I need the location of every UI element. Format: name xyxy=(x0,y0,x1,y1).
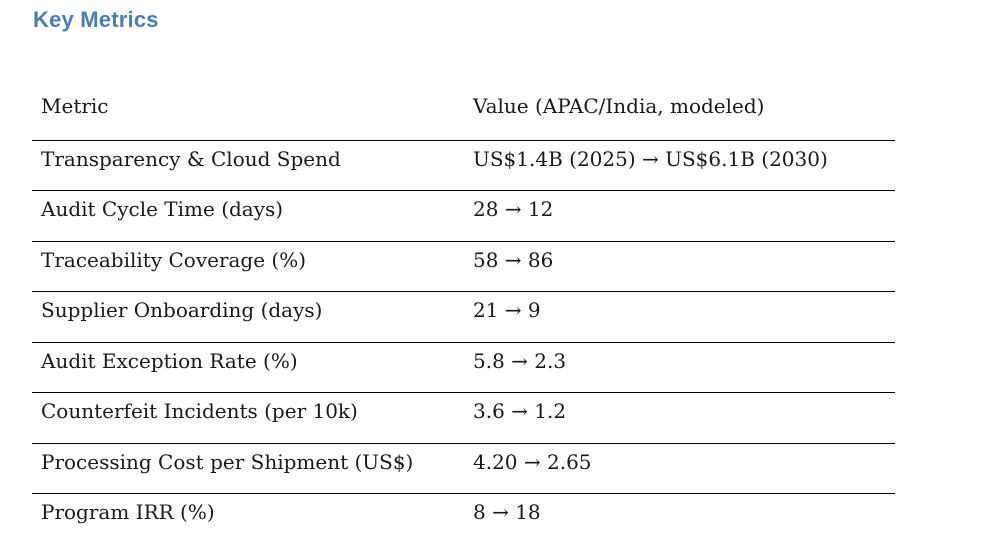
table-row: Counterfeit Incidents (per 10k) 3.6 → 1.2 xyxy=(32,392,895,443)
table-row: Audit Exception Rate (%) 5.8 → 2.3 xyxy=(32,341,895,393)
column-header-value: Value (APAC/India, modeled) xyxy=(473,94,765,118)
metric-cell: Traceability Coverage (%) xyxy=(32,240,464,292)
table-body: Transparency & Cloud Spend US$1.4B (2025)… xyxy=(32,139,895,544)
page-title: Key Metrics xyxy=(33,7,159,32)
value-cell: 3.6 → 1.2 xyxy=(464,392,895,443)
table-row: Program IRR (%) 8 → 18 xyxy=(32,493,895,544)
metric-cell: Audit Exception Rate (%) xyxy=(32,341,464,393)
value-cell: 4.20 → 2.65 xyxy=(464,442,895,494)
key-metrics-table: Metric Value (APAC/India, modeled) Trans… xyxy=(32,88,895,544)
metric-cell: Processing Cost per Shipment (US$) xyxy=(32,442,464,494)
metric-cell: Transparency & Cloud Spend xyxy=(32,139,464,191)
value-cell: 21 → 9 xyxy=(464,291,895,342)
table-row: Transparency & Cloud Spend US$1.4B (2025)… xyxy=(32,139,895,191)
table-header-row: Metric Value (APAC/India, modeled) xyxy=(32,88,895,140)
table-row: Processing Cost per Shipment (US$) 4.20 →… xyxy=(32,442,895,494)
metric-cell: Audit Cycle Time (days) xyxy=(32,190,464,241)
metric-cell: Program IRR (%) xyxy=(32,493,464,544)
value-cell: US$1.4B (2025) → US$6.1B (2030) xyxy=(464,139,895,191)
value-cell: 28 → 12 xyxy=(464,190,895,241)
column-header-metric: Metric xyxy=(41,94,109,118)
value-cell: 8 → 18 xyxy=(464,493,895,544)
table-row: Supplier Onboarding (days) 21 → 9 xyxy=(32,291,895,342)
table-row: Audit Cycle Time (days) 28 → 12 xyxy=(32,190,895,241)
metric-cell: Supplier Onboarding (days) xyxy=(32,291,464,342)
value-cell: 58 → 86 xyxy=(464,240,895,292)
value-cell: 5.8 → 2.3 xyxy=(464,341,895,393)
table-row: Traceability Coverage (%) 58 → 86 xyxy=(32,240,895,292)
metric-cell: Counterfeit Incidents (per 10k) xyxy=(32,392,464,443)
